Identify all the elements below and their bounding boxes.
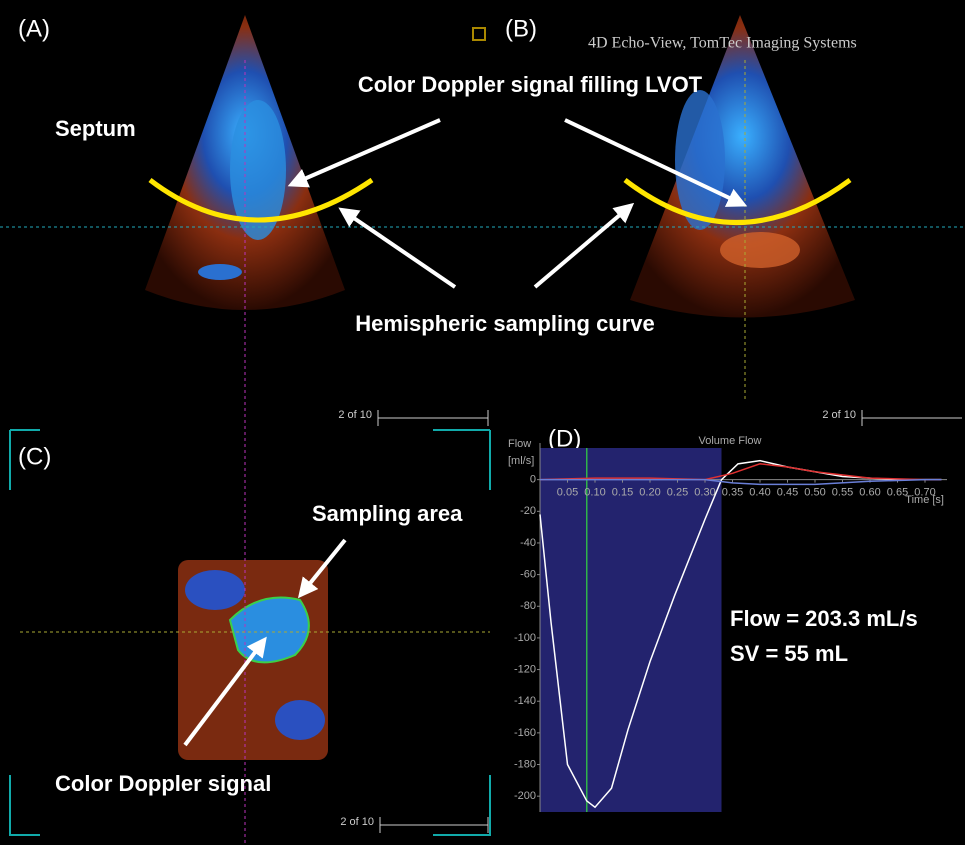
software-label: 4D Echo-View, TomTec Imaging Systems xyxy=(588,35,857,52)
x-tick-label: 0.40 xyxy=(749,487,770,499)
x-tick-label: 0.30 xyxy=(694,487,715,499)
annotation: Color Doppler signal filling LVOT xyxy=(358,72,703,97)
annotation: Sampling area xyxy=(312,501,463,526)
frame-label: 2 of 10 xyxy=(338,409,372,421)
y-tick-label: -200 xyxy=(514,790,536,802)
x-tick-label: 0.15 xyxy=(612,487,633,499)
y-tick-label: -140 xyxy=(514,695,536,707)
result: SV = 55 mL xyxy=(730,641,848,666)
y-tick-label: -160 xyxy=(514,727,536,739)
x-tick-label: 0.10 xyxy=(584,487,605,499)
y-tick-label: -120 xyxy=(514,663,536,675)
x-tick-label: 0.60 xyxy=(859,487,880,499)
chart-title: Volume Flow xyxy=(699,435,762,447)
frame-label: 2 of 10 xyxy=(340,816,374,828)
x-tick-label: 0.55 xyxy=(832,487,853,499)
x-tick-label: 0.45 xyxy=(777,487,798,499)
y-tick-label: 0 xyxy=(530,474,536,486)
y-tick-label: -60 xyxy=(520,569,536,581)
x-tick-label: 0.05 xyxy=(557,487,578,499)
y-tick-label: -40 xyxy=(520,537,536,549)
x-tick-label: 0.20 xyxy=(639,487,660,499)
annotation: Color Doppler signal xyxy=(55,771,271,796)
x-tick-label: 0.50 xyxy=(804,487,825,499)
y-unit: [ml/s] xyxy=(508,455,534,467)
y-tick-label: -20 xyxy=(520,505,536,517)
x-label: Time [s] xyxy=(905,494,944,506)
y-tick-label: -180 xyxy=(514,758,536,770)
panel-label: (B) xyxy=(505,15,537,42)
panel-label: (C) xyxy=(18,443,51,470)
y-tick-label: -100 xyxy=(514,632,536,644)
result: Flow = 203.3 mL/s xyxy=(730,606,918,631)
panel-label: (A) xyxy=(18,15,50,42)
figure: (A) (B) (C) (D) 4D Echo-View, TomTec Ima… xyxy=(0,0,965,845)
x-tick-label: 0.35 xyxy=(722,487,743,499)
annotation: Septum xyxy=(55,116,136,141)
annotation: Hemispheric sampling curve xyxy=(355,311,655,336)
x-tick-label: 0.25 xyxy=(667,487,688,499)
background xyxy=(0,0,965,845)
y-label: Flow xyxy=(508,438,531,450)
frame-label: 2 of 10 xyxy=(822,409,856,421)
y-tick-label: -80 xyxy=(520,600,536,612)
